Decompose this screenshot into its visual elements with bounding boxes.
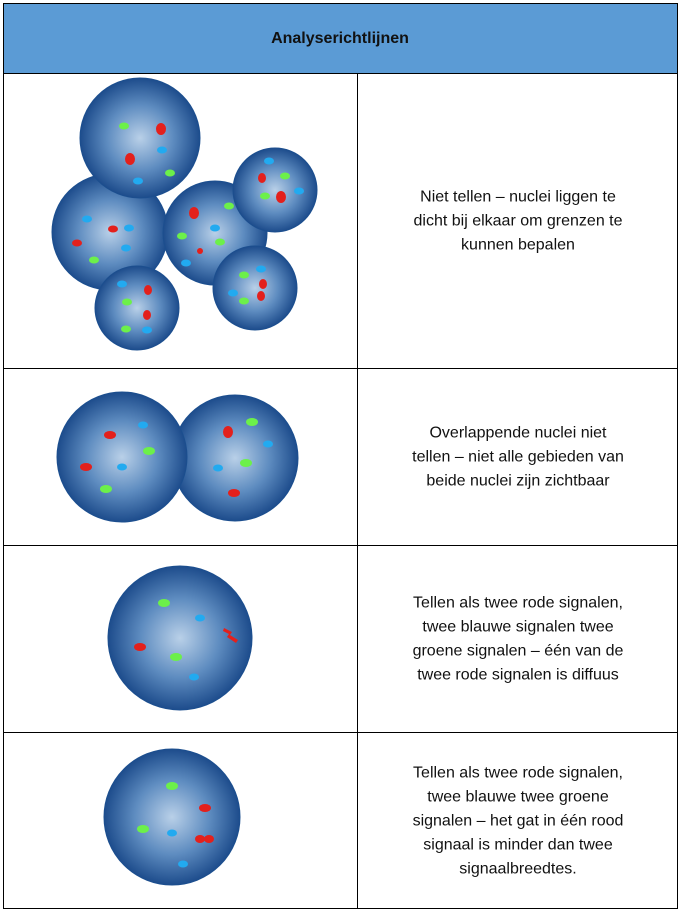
- cell-text: beide nuclei zijn zichtbaar: [426, 473, 610, 490]
- nuclei-illustration: [107, 565, 253, 711]
- cell-text: Overlappende nuclei niet: [429, 425, 607, 442]
- cell-text: signaalbreedtes.: [459, 861, 576, 878]
- cell-text: signalen – het gat in één rood: [413, 813, 624, 830]
- cell-text: Niet tellen – nuclei liggen te: [420, 189, 616, 206]
- cell-text: signaal is minder dan twee: [423, 837, 613, 854]
- cell-text: groene signalen – één van de: [413, 643, 624, 660]
- nuclei-illustration: [103, 748, 241, 886]
- nuclei-illustration: [56, 391, 299, 523]
- header-cell: [3, 3, 678, 74]
- cell-text: Tellen als twee rode signalen,: [413, 765, 623, 782]
- cell-text: twee blauwe twee groene: [427, 789, 609, 806]
- cell-text: tellen – niet alle gebieden van: [412, 449, 624, 466]
- cell-text: Tellen als twee rode signalen,: [413, 595, 623, 612]
- header-title: Analyserichtlijnen: [271, 30, 409, 47]
- nuclei-illustration: [51, 77, 318, 351]
- cell-text: dicht bij elkaar om grenzen te: [414, 213, 623, 230]
- cell-text: kunnen bepalen: [461, 237, 575, 254]
- cell-text: twee rode signalen is diffuus: [417, 667, 619, 684]
- cell-text: twee blauwe signalen twee: [422, 619, 613, 636]
